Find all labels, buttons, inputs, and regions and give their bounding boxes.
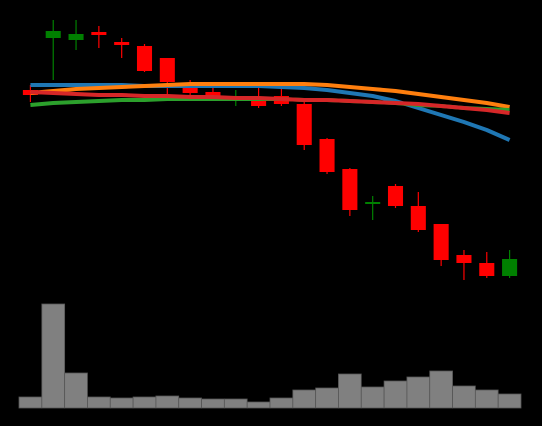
volume-bar [246, 401, 271, 409]
volume-bar [64, 372, 88, 409]
candle-body [365, 202, 381, 204]
volume-bar [132, 396, 157, 409]
volume-bar [18, 396, 43, 409]
candle-body [410, 206, 426, 230]
volume-bar [406, 376, 431, 409]
candle-body [296, 104, 312, 145]
candle-body [502, 259, 518, 276]
volume-bar [155, 395, 180, 409]
candle-body [479, 263, 495, 276]
moving-average-line [30, 82, 510, 109]
candle-body [342, 169, 358, 210]
candle-body [114, 42, 130, 45]
volume-bar [109, 397, 134, 409]
candle-body [68, 34, 84, 40]
volume-bar [269, 397, 294, 409]
candle-body [387, 186, 404, 206]
candle-body [136, 46, 153, 71]
volume-bar [497, 393, 522, 409]
volume-bar [87, 396, 111, 409]
volume-bar [41, 303, 66, 409]
moving-average-line [30, 90, 510, 115]
volume-bar [292, 389, 317, 409]
volume-bar [315, 387, 339, 409]
volume-bar [383, 380, 408, 409]
volume-bar [223, 398, 248, 409]
candle-body [45, 31, 61, 38]
volume-bar [360, 386, 385, 409]
volume-bar [429, 370, 453, 409]
volume-bar [201, 398, 225, 409]
volume-bar [178, 397, 202, 409]
candle-body [159, 58, 175, 82]
candle-body [319, 139, 335, 172]
candle-body [205, 92, 221, 97]
volume-bar [452, 385, 476, 409]
candle-body [433, 224, 449, 260]
candle-body [91, 32, 107, 35]
volume-bar [474, 389, 499, 409]
candle-body [182, 86, 198, 93]
moving-average-line [30, 83, 511, 142]
volume-bar [338, 373, 362, 409]
candle-body [251, 98, 267, 106]
candle-body [456, 255, 472, 263]
